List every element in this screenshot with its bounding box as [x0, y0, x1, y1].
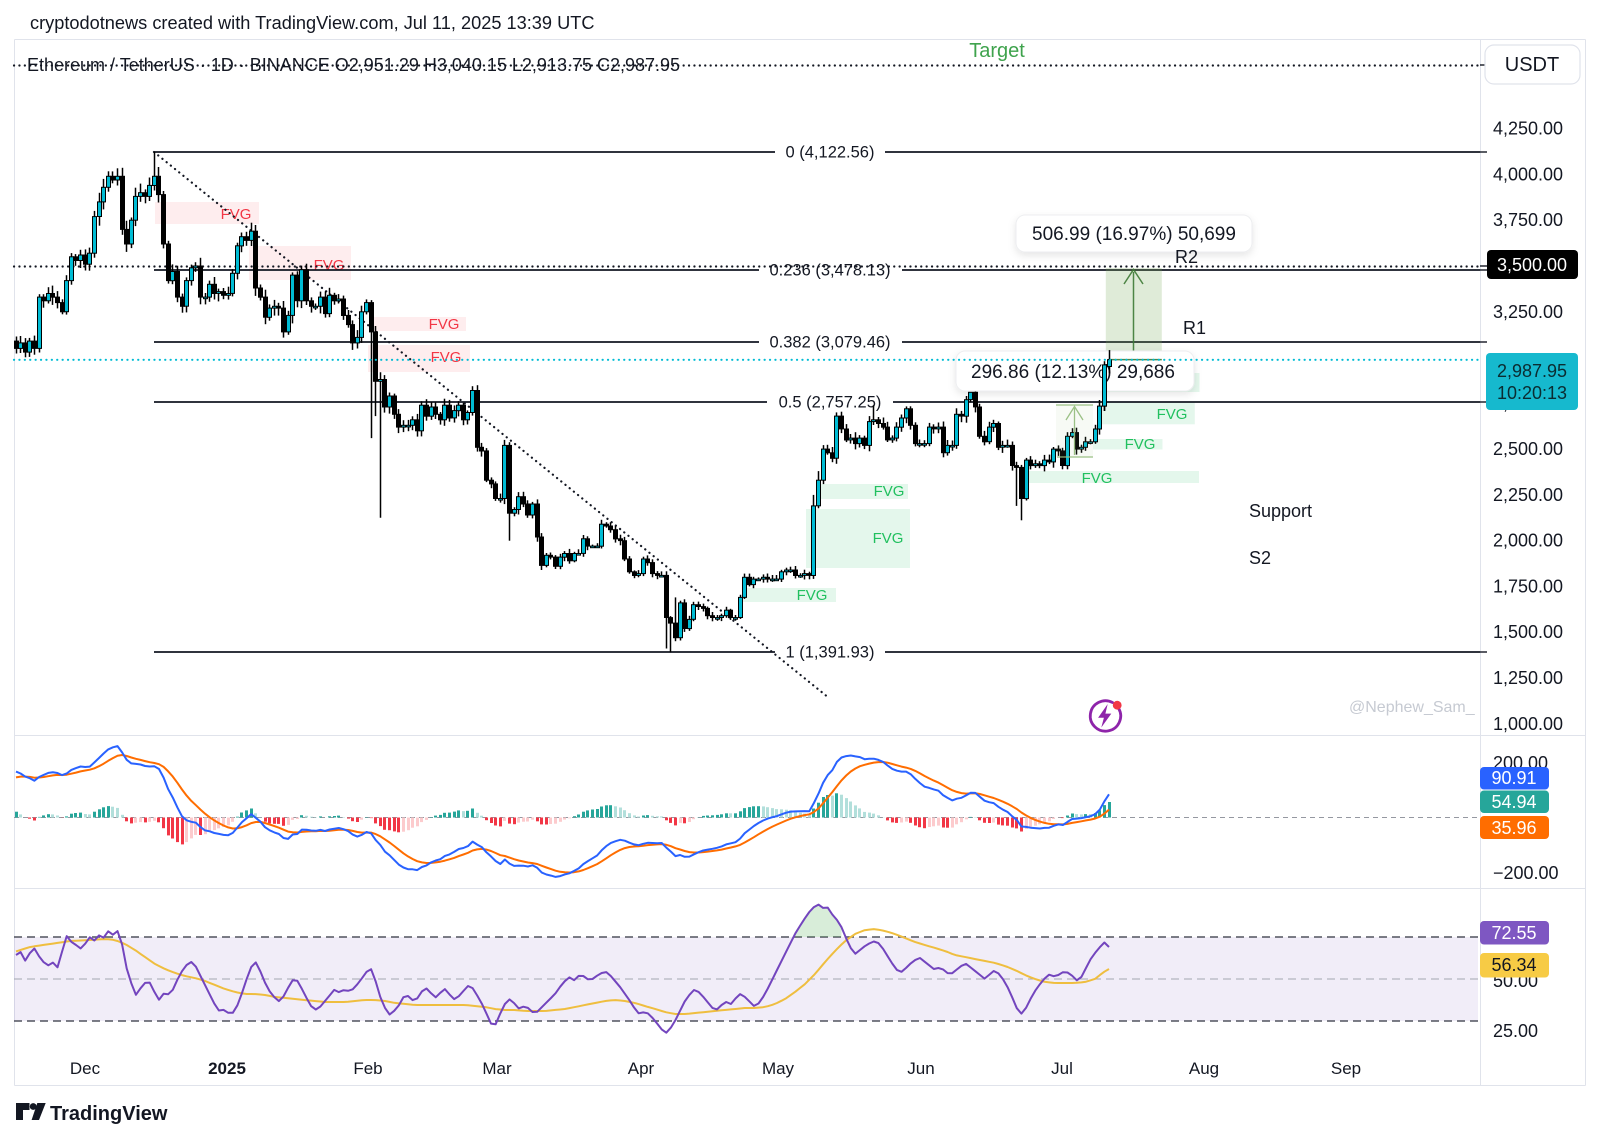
- svg-text:cryptodotnews created with Tra: cryptodotnews created with TradingView.c…: [30, 13, 594, 33]
- svg-text:72.55: 72.55: [1491, 923, 1536, 943]
- svg-text:506.99 (16.97%) 50,699: 506.99 (16.97%) 50,699: [1032, 224, 1236, 245]
- svg-text:Support: Support: [1249, 501, 1312, 521]
- svg-text:1,250.00: 1,250.00: [1493, 668, 1563, 688]
- svg-text:0.236 (3,478.13): 0.236 (3,478.13): [769, 262, 890, 280]
- svg-text:Dec: Dec: [70, 1059, 101, 1078]
- svg-text:0 (4,122.56): 0 (4,122.56): [786, 144, 875, 162]
- svg-text:0.5 (2,757.25): 0.5 (2,757.25): [779, 394, 882, 412]
- svg-text:Jul: Jul: [1051, 1059, 1073, 1078]
- svg-text:Sep: Sep: [1331, 1059, 1361, 1078]
- svg-text:90.91: 90.91: [1491, 768, 1536, 788]
- svg-text:1,750.00: 1,750.00: [1493, 576, 1563, 596]
- svg-text:2,250.00: 2,250.00: [1493, 485, 1563, 505]
- svg-text:56.34: 56.34: [1491, 955, 1536, 975]
- svg-text:2,987.95: 2,987.95: [1497, 361, 1567, 381]
- svg-text:1,000.00: 1,000.00: [1493, 714, 1563, 734]
- svg-text:0.382 (3,079.46): 0.382 (3,079.46): [769, 334, 890, 352]
- svg-text:1 (1,391.93): 1 (1,391.93): [786, 644, 875, 662]
- svg-text:FVG: FVG: [1157, 406, 1188, 423]
- svg-text:May: May: [762, 1059, 795, 1078]
- svg-text:FVG: FVG: [431, 349, 462, 366]
- svg-text:FVG: FVG: [797, 587, 828, 604]
- svg-text:FVG: FVG: [314, 257, 345, 274]
- svg-text:2,000.00: 2,000.00: [1493, 531, 1563, 551]
- svg-text:Feb: Feb: [353, 1059, 382, 1078]
- svg-text:S2: S2: [1249, 548, 1271, 568]
- svg-text:Apr: Apr: [628, 1059, 655, 1078]
- svg-text:Ethereum / TetherUS · 1D · BIN: Ethereum / TetherUS · 1D · BINANCE O2,95…: [27, 55, 680, 75]
- svg-text:Mar: Mar: [482, 1059, 512, 1078]
- svg-text:FVG: FVG: [874, 483, 905, 500]
- svg-text:R1: R1: [1183, 318, 1206, 338]
- svg-text:FVG: FVG: [1082, 470, 1113, 487]
- svg-text:@Nephew_Sam_: @Nephew_Sam_: [1349, 699, 1476, 716]
- svg-text:R2: R2: [1175, 247, 1198, 267]
- svg-text:296.86 (12.13%) 29,686: 296.86 (12.13%) 29,686: [971, 362, 1175, 383]
- svg-text:35.96: 35.96: [1491, 818, 1536, 838]
- svg-text:FVG: FVG: [1125, 436, 1156, 453]
- svg-text:Aug: Aug: [1189, 1059, 1219, 1078]
- svg-text:3,250.00: 3,250.00: [1493, 302, 1563, 322]
- svg-text:2025: 2025: [208, 1059, 246, 1078]
- svg-text:3,750.00: 3,750.00: [1493, 210, 1563, 230]
- svg-text:FVG: FVG: [873, 530, 904, 547]
- svg-text:2,500.00: 2,500.00: [1493, 439, 1563, 459]
- svg-text:4,250.00: 4,250.00: [1493, 119, 1563, 139]
- svg-text:4,000.00: 4,000.00: [1493, 164, 1563, 184]
- svg-text:FVG: FVG: [221, 206, 252, 223]
- svg-text:3,500.00: 3,500.00: [1497, 255, 1567, 275]
- svg-text:Target: Target: [969, 40, 1025, 62]
- svg-text:10:20:13: 10:20:13: [1497, 383, 1567, 403]
- svg-text:54.94: 54.94: [1491, 792, 1536, 812]
- svg-text:FVG: FVG: [429, 316, 460, 333]
- svg-text:25.00: 25.00: [1493, 1021, 1538, 1041]
- svg-text:Jun: Jun: [907, 1059, 934, 1078]
- svg-text:USDT: USDT: [1505, 54, 1559, 76]
- svg-text:1,500.00: 1,500.00: [1493, 622, 1563, 642]
- svg-text:−200.00: −200.00: [1493, 863, 1559, 883]
- svg-text:TradingView: TradingView: [50, 1103, 168, 1125]
